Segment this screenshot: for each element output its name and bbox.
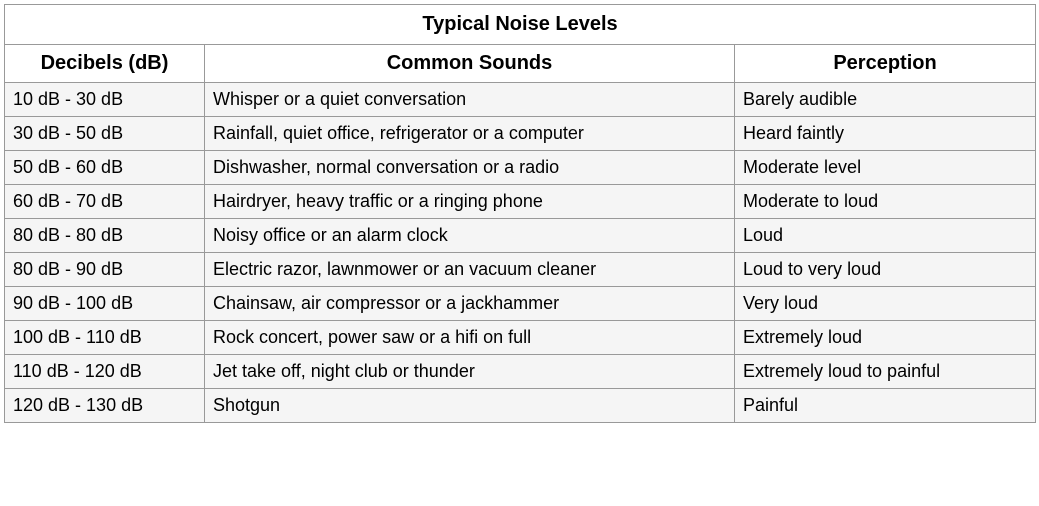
cell-perception: Painful [735, 389, 1036, 423]
table-row: 60 dB - 70 dB Hairdryer, heavy traffic o… [5, 185, 1036, 219]
cell-sounds: Chainsaw, air compressor or a jackhammer [205, 287, 735, 321]
table-header-row: Decibels (dB) Common Sounds Perception [5, 45, 1036, 83]
cell-decibels: 80 dB - 80 dB [5, 219, 205, 253]
cell-perception: Moderate to loud [735, 185, 1036, 219]
cell-decibels: 60 dB - 70 dB [5, 185, 205, 219]
cell-sounds: Electric razor, lawnmower or an vacuum c… [205, 253, 735, 287]
cell-sounds: Dishwasher, normal conversation or a rad… [205, 151, 735, 185]
cell-decibels: 80 dB - 90 dB [5, 253, 205, 287]
cell-perception: Moderate level [735, 151, 1036, 185]
cell-sounds: Shotgun [205, 389, 735, 423]
cell-perception: Extremely loud [735, 321, 1036, 355]
table-row: 30 dB - 50 dB Rainfall, quiet office, re… [5, 117, 1036, 151]
noise-levels-table: Typical Noise Levels Decibels (dB) Commo… [4, 4, 1036, 423]
cell-decibels: 50 dB - 60 dB [5, 151, 205, 185]
table-row: 80 dB - 80 dB Noisy office or an alarm c… [5, 219, 1036, 253]
cell-perception: Extremely loud to painful [735, 355, 1036, 389]
table-row: 50 dB - 60 dB Dishwasher, normal convers… [5, 151, 1036, 185]
cell-sounds: Jet take off, night club or thunder [205, 355, 735, 389]
cell-sounds: Whisper or a quiet conversation [205, 83, 735, 117]
cell-perception: Very loud [735, 287, 1036, 321]
cell-decibels: 110 dB - 120 dB [5, 355, 205, 389]
table-title: Typical Noise Levels [5, 5, 1036, 45]
col-header-sounds: Common Sounds [205, 45, 735, 83]
table-row: 100 dB - 110 dB Rock concert, power saw … [5, 321, 1036, 355]
col-header-decibels: Decibels (dB) [5, 45, 205, 83]
table-row: 80 dB - 90 dB Electric razor, lawnmower … [5, 253, 1036, 287]
cell-sounds: Rainfall, quiet office, refrigerator or … [205, 117, 735, 151]
table-row: 110 dB - 120 dB Jet take off, night club… [5, 355, 1036, 389]
cell-sounds: Rock concert, power saw or a hifi on ful… [205, 321, 735, 355]
table-title-row: Typical Noise Levels [5, 5, 1036, 45]
cell-sounds: Hairdryer, heavy traffic or a ringing ph… [205, 185, 735, 219]
table-row: 90 dB - 100 dB Chainsaw, air compressor … [5, 287, 1036, 321]
table-row: 120 dB - 130 dB Shotgun Painful [5, 389, 1036, 423]
cell-decibels: 100 dB - 110 dB [5, 321, 205, 355]
cell-perception: Loud to very loud [735, 253, 1036, 287]
cell-decibels: 10 dB - 30 dB [5, 83, 205, 117]
cell-sounds: Noisy office or an alarm clock [205, 219, 735, 253]
table-row: 10 dB - 30 dB Whisper or a quiet convers… [5, 83, 1036, 117]
cell-perception: Heard faintly [735, 117, 1036, 151]
col-header-perception: Perception [735, 45, 1036, 83]
cell-perception: Loud [735, 219, 1036, 253]
cell-perception: Barely audible [735, 83, 1036, 117]
cell-decibels: 120 dB - 130 dB [5, 389, 205, 423]
cell-decibels: 90 dB - 100 dB [5, 287, 205, 321]
cell-decibels: 30 dB - 50 dB [5, 117, 205, 151]
